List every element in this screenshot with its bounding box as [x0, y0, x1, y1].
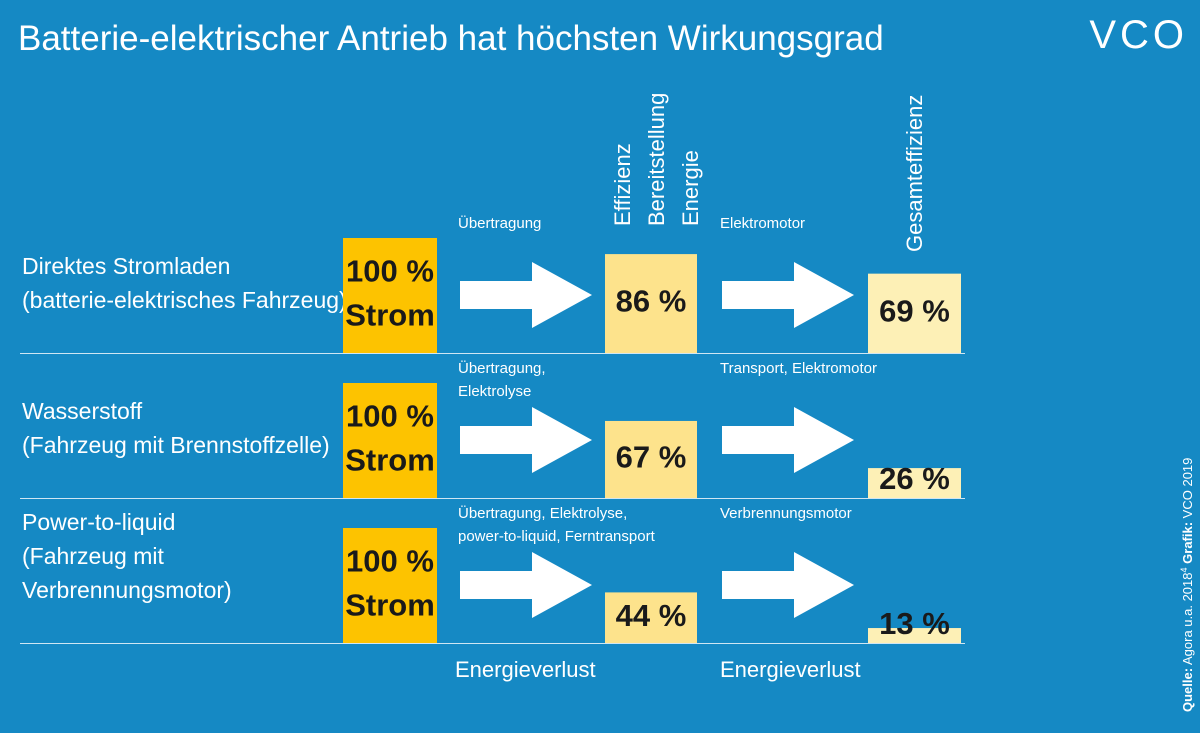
start-label: 100 % — [346, 399, 434, 434]
row-label: (Fahrzeug mit Brennstoffzelle) — [22, 432, 330, 458]
title: Batterie-elektrischer Antrieb hat höchst… — [18, 19, 884, 58]
start-label: 100 % — [346, 254, 434, 289]
end-label: 26 % — [879, 461, 950, 496]
mid-label: 86 % — [616, 284, 687, 319]
row-label: (batterie-elektrisches Fahrzeug) — [22, 287, 347, 313]
row-label: Direktes Stromladen — [22, 253, 230, 279]
graphic-text: VCO 2019 — [1180, 458, 1195, 519]
row-label: (Fahrzeug mit — [22, 543, 164, 569]
footer-label: Energieverlust — [720, 657, 861, 682]
start-bar — [343, 383, 437, 498]
step-label: Elektrolyse — [458, 383, 531, 400]
source: Quelle: Agora u.a. 20184 Grafik: VCO 201… — [1175, 458, 1195, 712]
logo: VCO — [1089, 13, 1188, 57]
arrow — [722, 552, 854, 618]
row-label: Power-to-liquid — [22, 509, 175, 535]
start-text: Strom — [345, 298, 435, 333]
column-header: Energie — [678, 150, 703, 226]
step-label: Elektromotor — [720, 215, 805, 232]
step-label: Übertragung, Elektrolyse, — [458, 504, 627, 522]
mid-bar — [605, 254, 697, 353]
source-text: Agora u.a. 2018 — [1180, 572, 1195, 665]
mid-label: 67 % — [616, 440, 687, 475]
arrow — [722, 407, 854, 473]
row-label: Verbrennungsmotor) — [22, 577, 232, 603]
footer-label: Energieverlust — [455, 657, 596, 682]
start-label: 100 % — [346, 544, 434, 579]
start-text: Strom — [345, 588, 435, 623]
step-label: Verbrennungsmotor — [720, 505, 852, 522]
source-label: Quelle: — [1180, 668, 1195, 712]
step-label: power-to-liquid, Ferntransport — [458, 528, 656, 545]
graphic-label: Grafik: — [1180, 522, 1195, 564]
end-label: 13 % — [879, 606, 950, 641]
mid-label: 44 % — [616, 598, 687, 633]
end-bar — [868, 628, 961, 643]
start-text: Strom — [345, 443, 435, 478]
step-label: Übertragung — [458, 214, 541, 232]
mid-bar — [605, 592, 697, 643]
end-bar — [868, 468, 961, 498]
arrow — [460, 262, 592, 328]
step-label: Transport, Elektromotor — [720, 360, 877, 377]
step-label: Übertragung, — [458, 359, 546, 377]
column-header: Gesamteffizienz — [902, 95, 927, 252]
footnote: 4 — [1179, 567, 1189, 572]
mid-bar — [605, 420, 697, 498]
column-header: Effizienz — [610, 143, 635, 226]
end-bar — [868, 273, 961, 353]
start-bar — [343, 528, 437, 643]
row-label: Wasserstoff — [22, 398, 143, 424]
start-bar — [343, 238, 437, 353]
column-header: Bereitstellung — [644, 93, 669, 226]
arrow — [722, 262, 854, 328]
end-label: 69 % — [879, 294, 950, 329]
arrow — [460, 407, 592, 473]
arrow — [460, 552, 592, 618]
